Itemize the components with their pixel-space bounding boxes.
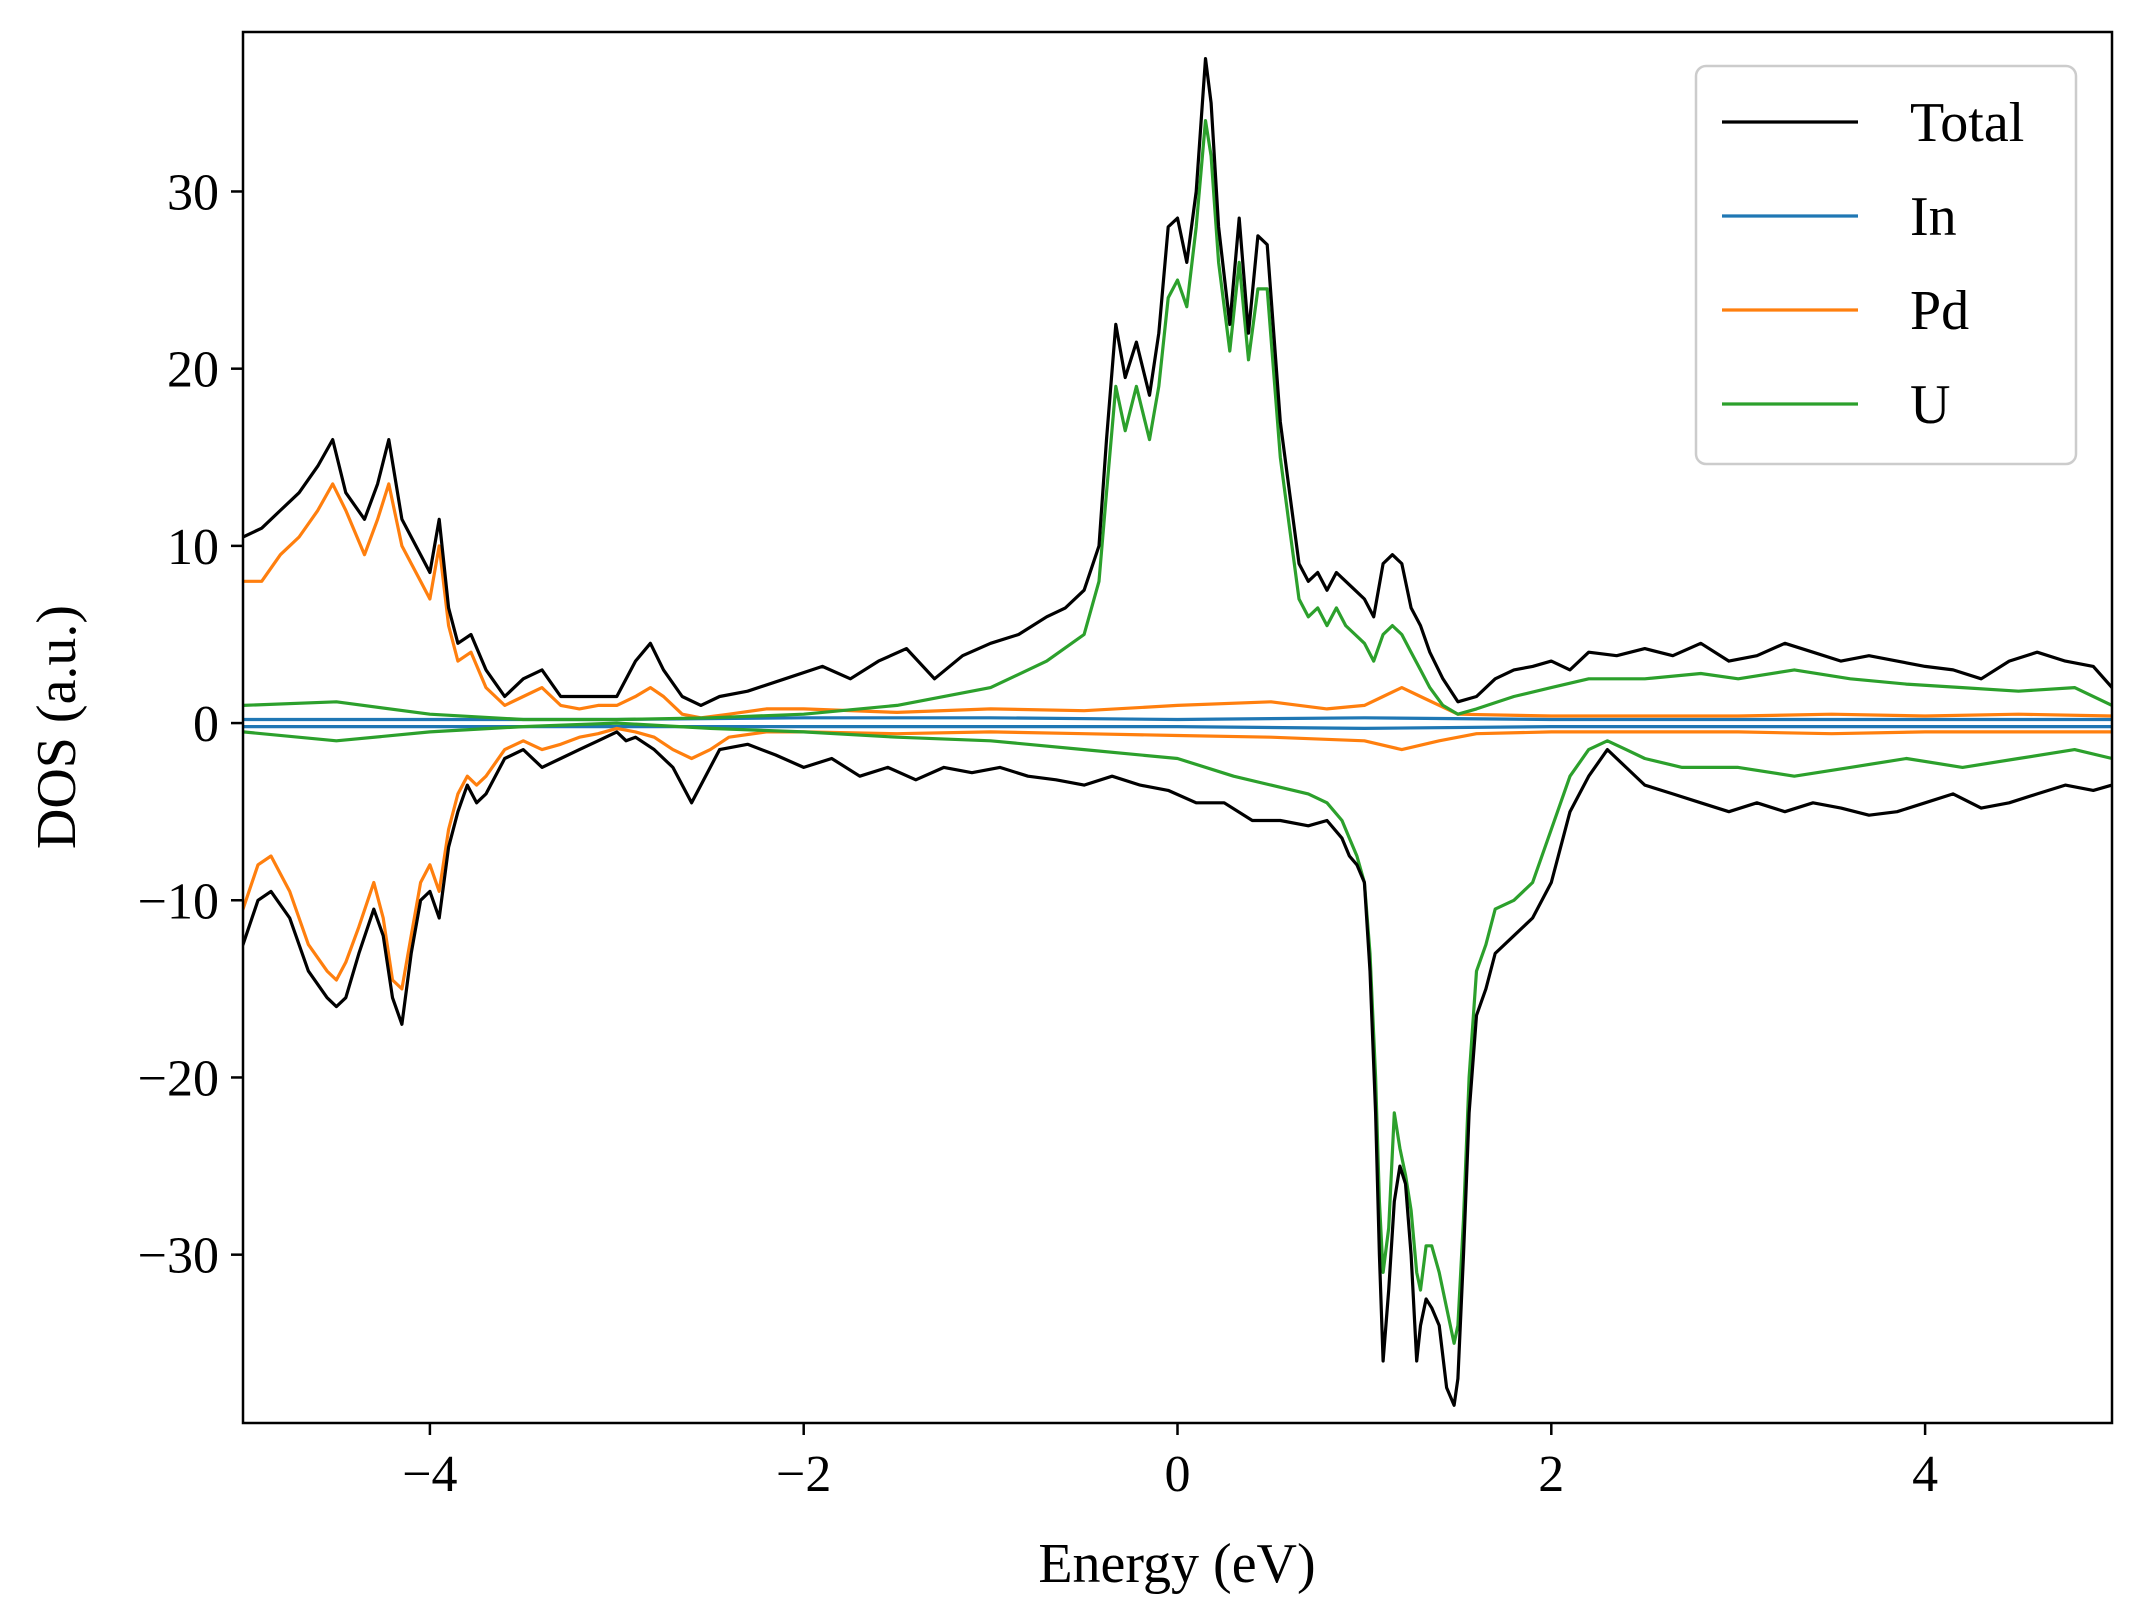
y-axis: −30 −20 −10 0 10 20 30 bbox=[138, 164, 243, 1285]
x-tick-label: 2 bbox=[1538, 1446, 1564, 1503]
legend: Total In Pd U bbox=[1694, 64, 2078, 466]
legend-label-total: Total bbox=[1910, 92, 2024, 154]
y-tick-label: −10 bbox=[138, 873, 219, 930]
series-line-u-spin-down bbox=[243, 721, 2112, 1345]
y-tick-label: 30 bbox=[167, 164, 219, 221]
legend-label-in: In bbox=[1910, 186, 1957, 248]
x-tick-label: −4 bbox=[402, 1446, 457, 1503]
x-axis-label: Energy (eV) bbox=[1038, 1533, 1315, 1595]
series-line-total-spin-up bbox=[243, 57, 2112, 707]
series-line-pd-spin-up bbox=[243, 482, 2112, 720]
legend-label-pd: Pd bbox=[1910, 280, 1969, 342]
series-line-pd-spin-down bbox=[243, 726, 2112, 991]
y-axis-label: DOS (a.u.) bbox=[26, 605, 88, 849]
y-tick-label: 10 bbox=[167, 519, 219, 576]
y-tick-label: −20 bbox=[138, 1050, 219, 1107]
y-tick-label: 0 bbox=[193, 696, 219, 753]
x-tick-label: 0 bbox=[1165, 1446, 1191, 1503]
x-axis: −4 −2 0 2 4 bbox=[402, 1423, 1938, 1503]
legend-label-u: U bbox=[1910, 374, 1950, 436]
series-line-u-spin-up bbox=[243, 119, 2112, 722]
y-tick-label: 20 bbox=[167, 342, 219, 399]
series-layer bbox=[243, 57, 2112, 1407]
y-tick-label: −30 bbox=[138, 1228, 219, 1285]
x-tick-label: 4 bbox=[1912, 1446, 1938, 1503]
x-tick-label: −2 bbox=[776, 1446, 831, 1503]
legend-box bbox=[1694, 64, 2078, 466]
series-line-total-spin-down bbox=[243, 730, 2112, 1407]
